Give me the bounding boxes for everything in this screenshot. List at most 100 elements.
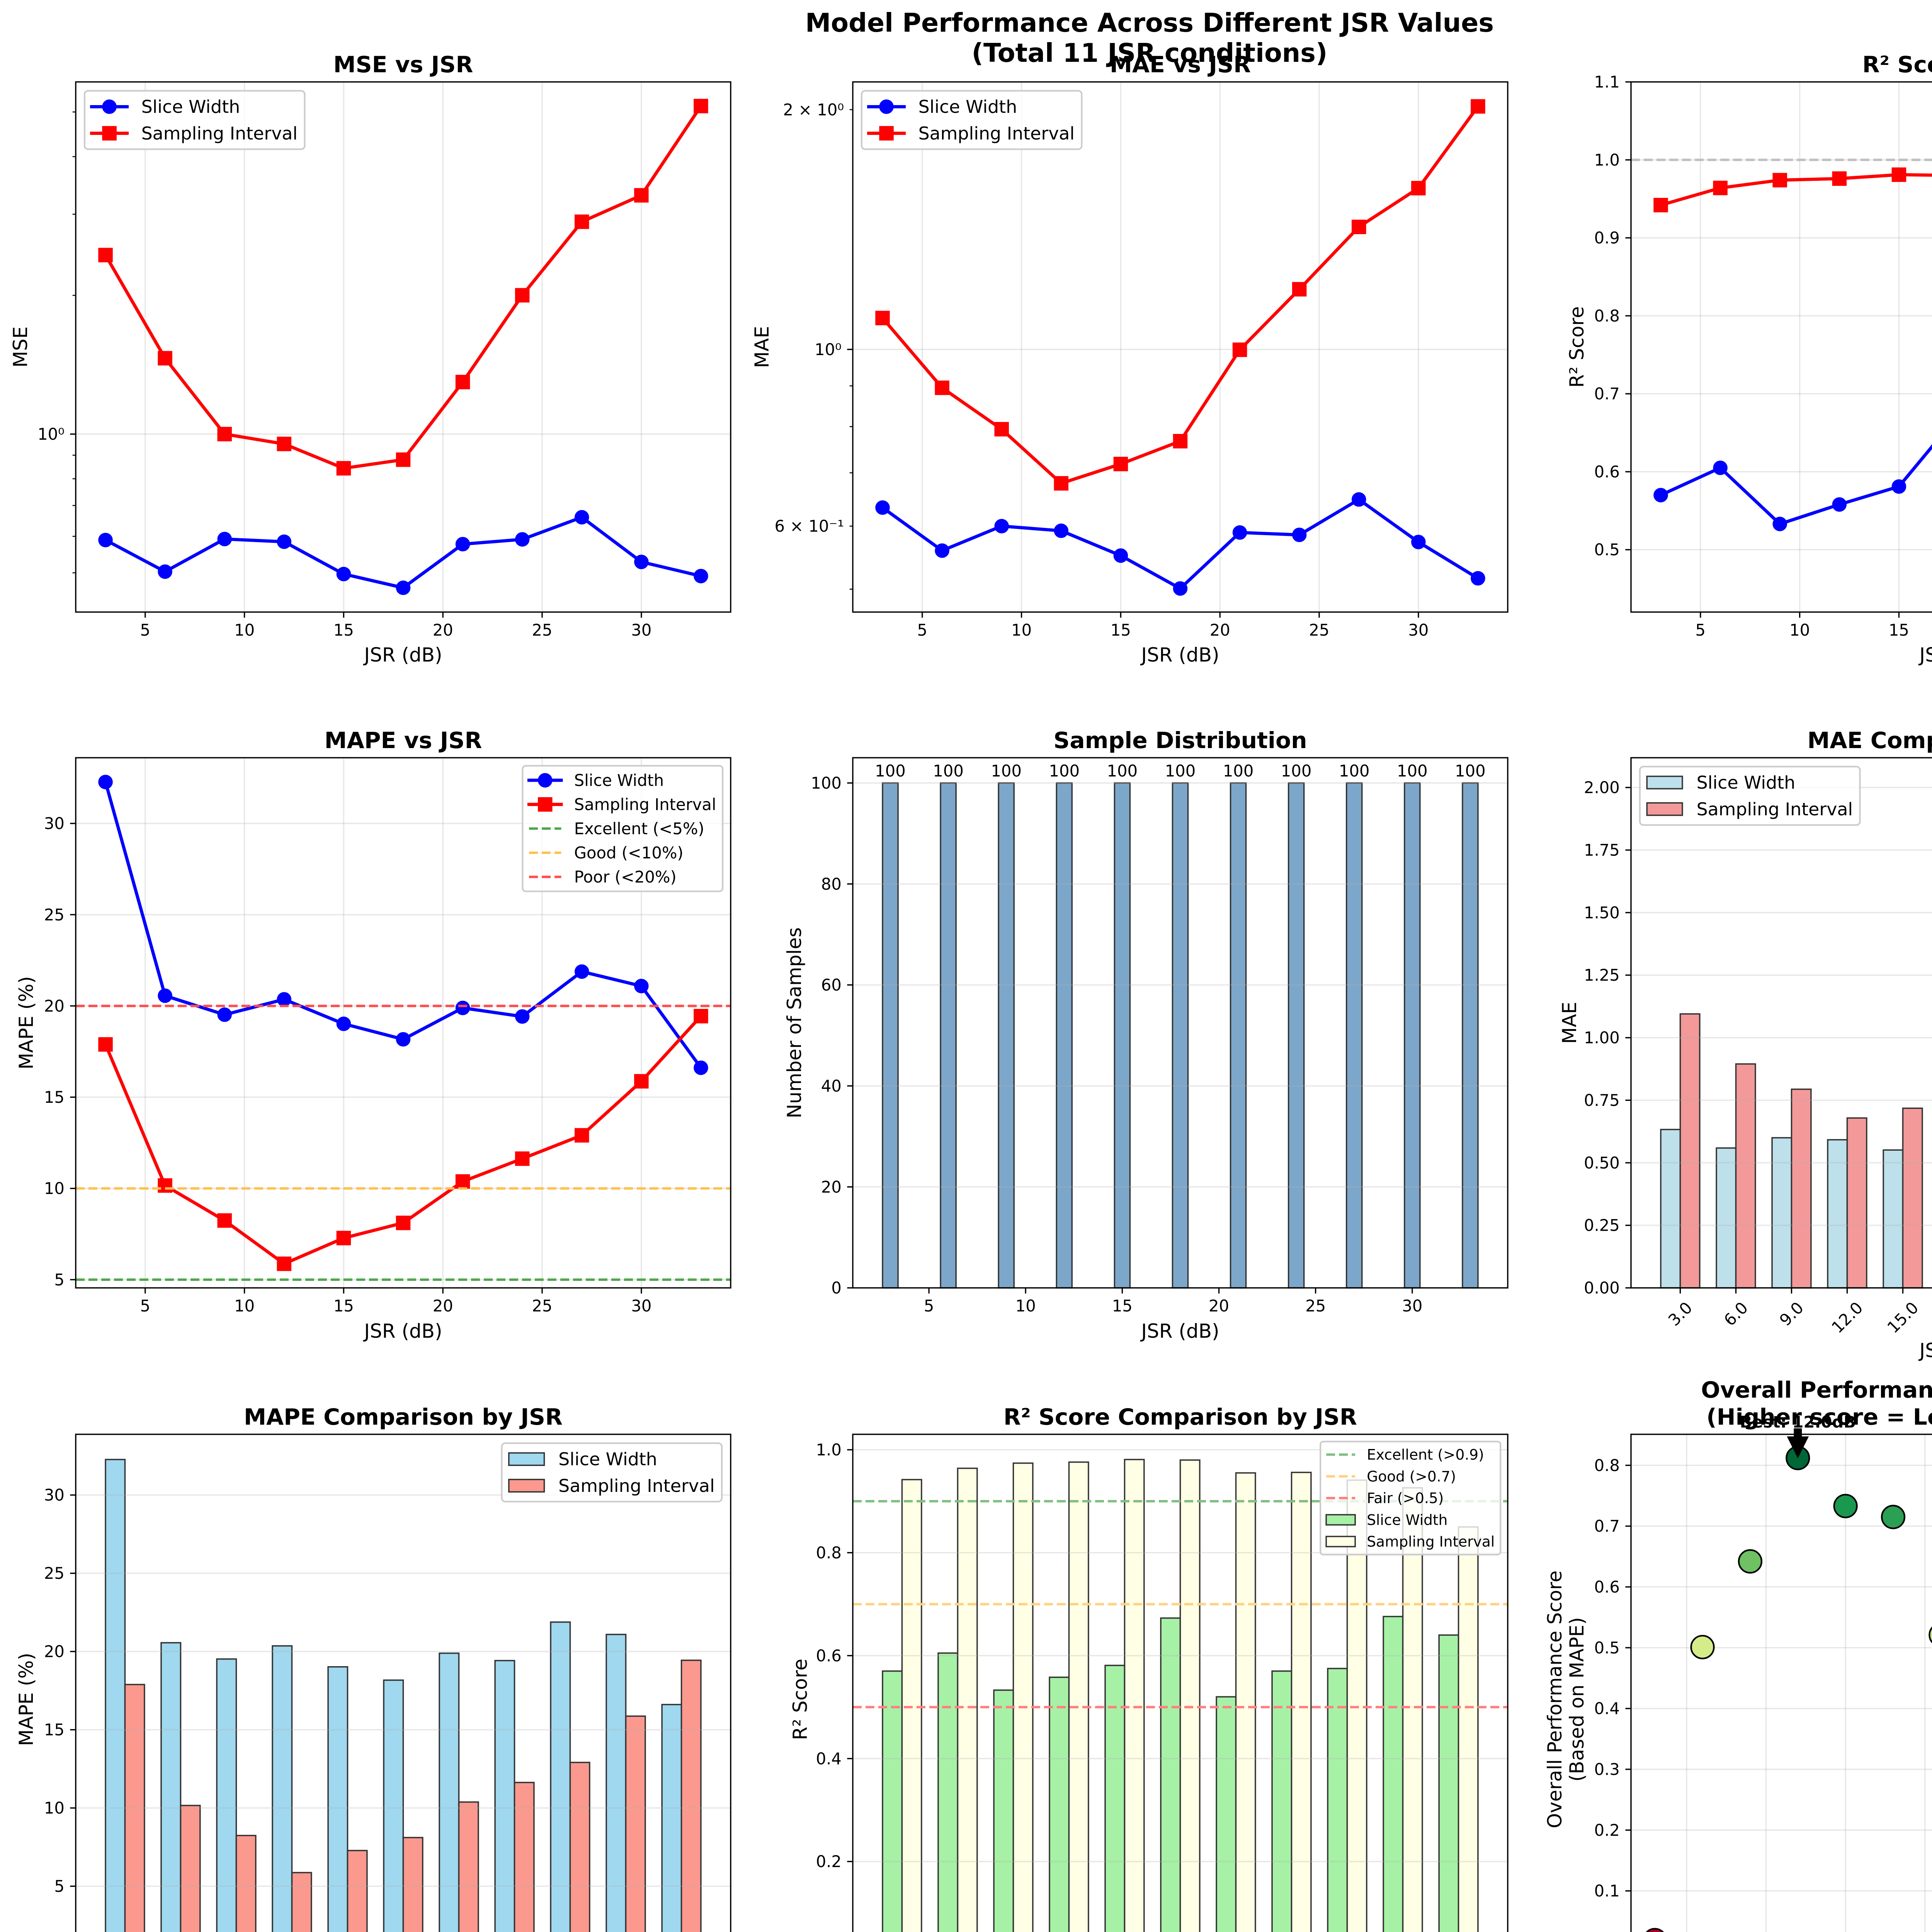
legend: Excellent (>0.9) Good (>0.7) Fair (>0.5) Sl… <box>1320 1440 1502 1556</box>
bar <box>1287 782 1305 1289</box>
y-minor-tick-label: 6 × 10⁻¹ <box>774 517 844 536</box>
legend-circle-marker-icon <box>538 773 553 788</box>
data-point-sampling-interval <box>694 99 708 114</box>
y-tick-label: 1.75 <box>1584 841 1620 860</box>
x-tick-label: 10 <box>234 621 255 639</box>
data-point-slice-width <box>336 566 351 582</box>
legend-circle-marker-icon <box>879 99 894 114</box>
legend-label: Sampling Interval <box>918 123 1075 144</box>
grid <box>76 82 731 612</box>
chart-title: Sample Distribution <box>1053 727 1307 753</box>
chart-title: MAPE Comparison by JSR <box>244 1404 563 1430</box>
axes-frame <box>75 81 731 613</box>
bar <box>1346 782 1363 1289</box>
data-point-sampling-interval <box>217 1213 232 1228</box>
x-tick-label: 10 <box>234 1296 255 1315</box>
bar-sampling-interval <box>625 1715 646 1932</box>
legend-label: Sampling Interval <box>558 1475 715 1496</box>
data-point-slice-width <box>396 1032 411 1047</box>
y-tick-label: 15 <box>44 1088 65 1107</box>
axes-frame <box>1630 757 1932 1289</box>
data-point-slice-width <box>1471 571 1485 586</box>
series-line-sampling-interval <box>1660 173 1932 207</box>
chart-title: R² Score vs JSR <box>1862 51 1932 78</box>
x-tick-label: 5 <box>1696 621 1706 639</box>
y-tick-label: 30 <box>44 814 65 833</box>
y-axis-label: R² Score <box>789 1659 811 1740</box>
bar-sampling-interval <box>1458 1526 1479 1932</box>
bar-slice-width <box>605 1634 627 1932</box>
chart-title-line-1: Overall Performance Heatmap <box>1701 1377 1932 1403</box>
y-tick-label: 1.00 <box>1584 1028 1620 1047</box>
y-axis-label-line-2: (Based on MAPE) <box>1566 1617 1588 1782</box>
data-point-sampling-interval <box>994 422 1009 437</box>
legend-label: Sampling Interval <box>141 123 298 144</box>
data-point-sampling-interval <box>158 351 172 366</box>
plot-area <box>76 82 731 612</box>
bar <box>1404 782 1421 1289</box>
bar-slice-width <box>1049 1676 1070 1932</box>
bar-slice-width <box>937 1652 959 1932</box>
data-point-sampling-interval <box>935 380 949 395</box>
x-tick-label: 15 <box>1889 621 1909 639</box>
y-tick-label: 80 <box>821 874 842 893</box>
y-tick-label: 0.6 <box>816 1646 842 1665</box>
data-point-slice-width <box>1772 517 1787 531</box>
data-point-sampling-interval <box>98 1037 113 1052</box>
legend: Slice Width Sampling Interval <box>861 90 1083 150</box>
y-tick-label: 0.5 <box>1594 540 1620 559</box>
legend-frame <box>522 765 724 892</box>
bar-value-label: 100 <box>1107 762 1138 781</box>
chart-sample-distribution: 100 100 100 100 100 100 100 100 100 100 100 5 10 15 20… <box>783 727 1509 1342</box>
legend-swatch-icon <box>1646 802 1683 816</box>
y-tick-label: 1.0 <box>1594 150 1620 169</box>
y-tick-label: 15 <box>44 1720 65 1739</box>
data-point-slice-width <box>875 500 890 515</box>
bar-slice-width <box>494 1660 515 1932</box>
y-tick-label: 0.9 <box>1594 228 1620 247</box>
bar <box>998 782 1015 1289</box>
bar-slice-width <box>1883 1149 1904 1289</box>
bar-value-label: 100 <box>1049 762 1080 781</box>
y-tick-label: 2.00 <box>1584 778 1620 797</box>
data-point <box>1738 1549 1762 1574</box>
y-tick-label: 0.25 <box>1584 1216 1620 1235</box>
legend-swatch-icon <box>1325 1536 1356 1548</box>
x-tick-label: 10 <box>1015 1296 1036 1315</box>
x-axis-label: JSR (dB) <box>1918 1339 1932 1362</box>
data-point-sampling-interval <box>217 427 232 442</box>
bar <box>1056 782 1073 1289</box>
legend-label: Sampling Interval <box>1367 1533 1495 1550</box>
data-point-slice-width <box>455 1000 470 1015</box>
legend-label: Poor (<20%) <box>574 867 677 886</box>
x-axis-label: JSR (dB) <box>1918 644 1932 666</box>
y-tick-label: 60 <box>821 976 842 995</box>
data-point-slice-width <box>1113 548 1128 563</box>
data-point-slice-width <box>217 1007 232 1022</box>
x-tick-label: 10 <box>1011 621 1032 639</box>
data-point-slice-width <box>634 979 649 993</box>
legend-label: Slice Width <box>1367 1511 1447 1528</box>
y-tick-label: 0.6 <box>1594 1578 1620 1597</box>
y-tick-label: 1.0 <box>816 1440 842 1459</box>
bar-slice-width <box>1271 1670 1293 1932</box>
bar-value-label: 100 <box>1165 762 1196 781</box>
data-point-sampling-interval <box>515 1151 530 1166</box>
bar-slice-width <box>383 1679 404 1932</box>
bar-value-label: 100 <box>991 762 1022 781</box>
annotation-label: Best: 12.0dB <box>1740 1413 1856 1432</box>
data-point-slice-width <box>98 532 113 548</box>
data-point-slice-width <box>1653 488 1668 503</box>
data-point-slice-width <box>694 1060 708 1075</box>
data-point-sampling-interval <box>1772 173 1787 187</box>
x-tick-label: 5 <box>140 1296 151 1315</box>
bar-sampling-interval <box>1068 1461 1089 1932</box>
data-point-sampling-interval <box>1232 342 1247 357</box>
grid <box>76 1494 731 1887</box>
x-tick-label: 5 <box>917 621 928 639</box>
bar-slice-width <box>327 1666 349 1932</box>
x-tick-label: 20 <box>433 1296 453 1315</box>
bar-slice-width <box>216 1658 237 1932</box>
data-point-sampling-interval <box>1113 457 1128 471</box>
data-point <box>1646 1928 1664 1932</box>
